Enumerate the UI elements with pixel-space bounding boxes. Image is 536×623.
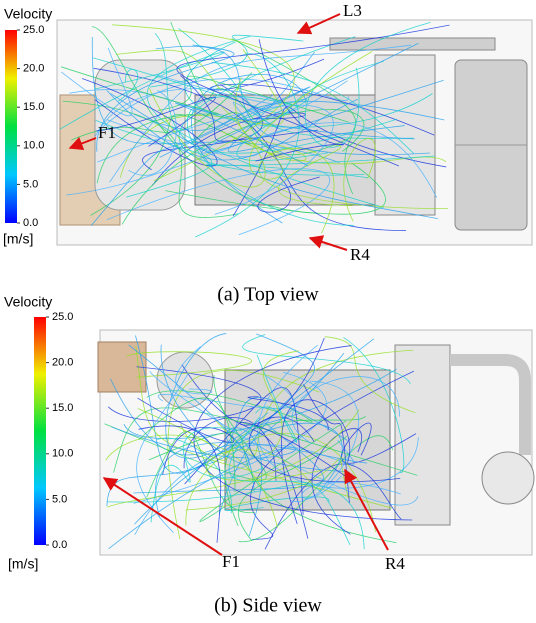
colorbar-scale (34, 317, 46, 545)
colorbar-title: Velocity (4, 294, 52, 310)
caption: (b) Side view (214, 595, 322, 617)
tick-label: 15.0 (23, 101, 44, 113)
annotation: F1 (98, 123, 116, 142)
tick-label: 25.0 (52, 311, 73, 323)
annotation: R4 (385, 554, 405, 573)
annotation: L3 (343, 1, 362, 20)
tick-label: 5.0 (23, 178, 38, 190)
tick-label: 5.0 (52, 493, 67, 505)
colorbar-unit: [m/s] (3, 231, 33, 247)
tick-label: 20.0 (23, 63, 44, 75)
tick-label: 10.0 (52, 448, 73, 460)
colorbar: Velocity [m/s] 25.0 20.0 15.0 10.0 5.0 0.0 (4, 294, 73, 572)
colorbar: Velocity [m/s] 25.0 20.0 15.0 10.0 5.0 0.0 (3, 6, 52, 247)
tick-label: 15.0 (52, 402, 73, 414)
tick-label: 20.0 (52, 357, 73, 369)
tick-label: 0.0 (52, 539, 67, 551)
colorbar-title: Velocity (4, 6, 52, 22)
colorbar-unit: [m/s] (8, 556, 38, 572)
annotation: R4 (350, 245, 370, 264)
colorbar-scale (5, 30, 17, 223)
tick-label: 10.0 (23, 140, 44, 152)
annotation: F1 (222, 552, 240, 571)
caption: (a) Top view (217, 284, 319, 306)
tick-label: 25.0 (23, 24, 44, 36)
figure: Velocity [m/s] 25.0 20.0 15.0 10.0 5.0 0.0 Ve… (0, 0, 536, 623)
tick-label: 0.0 (23, 217, 38, 229)
